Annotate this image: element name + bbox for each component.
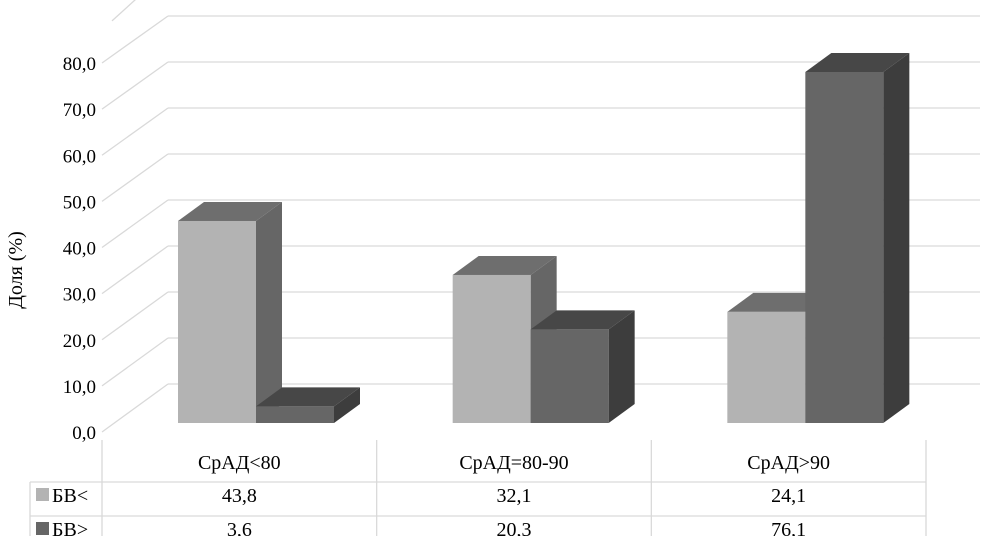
- legend-label: БВ>: [52, 519, 88, 536]
- gridline-diagonal: [101, 107, 169, 156]
- bar-side: [883, 52, 910, 424]
- gridline-diagonal: [101, 383, 169, 433]
- gridline-diagonal: [101, 291, 169, 341]
- bar-top: [178, 201, 282, 221]
- bar-top: [805, 52, 910, 72]
- y-tick-label: 80,0: [63, 54, 96, 75]
- bar: [452, 274, 531, 423]
- data-label: 32,1: [497, 485, 532, 507]
- data-table: СрАД<80 СрАД=80-90 СрАД>90 БВ< 43,8 32,1 24,1 Б…: [29, 440, 927, 536]
- x-tick-label: СрАД>90: [747, 452, 830, 474]
- bar: [530, 329, 609, 423]
- y-axis-ticks: 0,0 10,0 20,0 30,0 40,0 50,0 60,0 70,0 80,0: [63, 54, 96, 444]
- bar-top: [530, 310, 635, 330]
- bar: [805, 71, 884, 424]
- bar: [178, 220, 256, 423]
- data-label: 43,8: [222, 485, 257, 507]
- gridline-diagonal: [101, 61, 169, 110]
- gridline-diagonal: [101, 245, 169, 295]
- bar: [727, 311, 806, 423]
- y-tick-label: 40,0: [63, 239, 96, 260]
- gridline-diagonal: [111, 0, 136, 22]
- data-label: 24,1: [771, 485, 806, 507]
- y-tick-label: 50,0: [63, 192, 96, 213]
- gridline-diagonal: [101, 337, 169, 387]
- bar-side: [608, 310, 635, 423]
- data-label: 76,1: [771, 519, 806, 536]
- legend-swatch: [36, 522, 49, 535]
- data-label: 20,3: [497, 519, 532, 536]
- y-tick-label: 30,0: [63, 285, 96, 306]
- y-tick-label: 60,0: [63, 146, 96, 167]
- x-tick-label: СрАД<80: [198, 452, 281, 474]
- x-tick-label: СрАД=80-90: [459, 452, 568, 474]
- y-tick-label: 20,0: [63, 331, 96, 352]
- gridline-diagonal: [101, 153, 169, 202]
- y-axis-label: Доля (%): [5, 231, 27, 309]
- legend-swatch: [36, 488, 49, 501]
- y-tick-label: 0,0: [72, 423, 96, 444]
- bar-side: [256, 201, 282, 423]
- bar-side: [334, 387, 360, 423]
- gridline-diagonal: [101, 15, 169, 64]
- data-label: 3,6: [227, 519, 252, 536]
- y-tick-label: 10,0: [63, 377, 96, 398]
- bar-top: [256, 387, 360, 407]
- bars: [178, 52, 910, 424]
- bar: [256, 406, 334, 423]
- legend-label: БВ<: [52, 485, 88, 507]
- y-tick-label: 70,0: [63, 100, 96, 121]
- bar-top: [452, 255, 557, 275]
- gridline-diagonal: [101, 199, 169, 249]
